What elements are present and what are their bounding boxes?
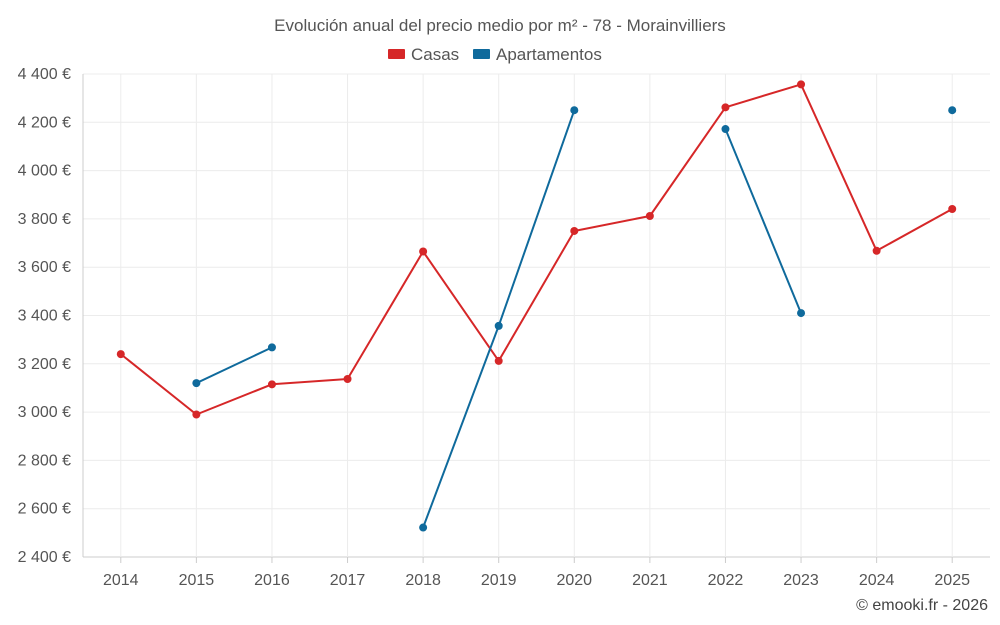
data-point-casas[interactable] xyxy=(948,204,957,213)
data-point-apartamentos[interactable] xyxy=(721,125,730,134)
x-tick-label: 2014 xyxy=(103,572,139,589)
y-tick-label: 3 600 € xyxy=(18,259,71,276)
y-tick-label: 2 400 € xyxy=(18,549,71,566)
data-point-casas[interactable] xyxy=(343,375,352,384)
data-point-casas[interactable] xyxy=(797,80,806,89)
axes: 2 400 € 2 600 € 2 800 € 3 000 € 3 200 € 3 400… xyxy=(18,66,970,589)
x-tick-label: 2023 xyxy=(783,572,819,589)
x-tick-label: 2024 xyxy=(859,572,895,589)
y-tick-label: 4 400 € xyxy=(18,66,71,83)
data-point-casas[interactable] xyxy=(721,103,730,112)
x-tick-label: 2016 xyxy=(254,572,290,589)
x-tick-label: 2015 xyxy=(179,572,215,589)
y-tick-label: 2 600 € xyxy=(18,501,71,518)
y-tick-label: 4 200 € xyxy=(18,114,71,131)
x-tick-label: 2021 xyxy=(632,572,668,589)
credit-text: © emooki.fr - 2026 xyxy=(856,597,988,614)
series-casas xyxy=(116,80,957,419)
data-point-casas[interactable] xyxy=(645,212,654,221)
series xyxy=(116,80,957,532)
x-tick-label: 2017 xyxy=(330,572,366,589)
y-tick-label: 3 400 € xyxy=(18,308,71,325)
y-tick-label: 3 200 € xyxy=(18,356,71,373)
data-point-casas[interactable] xyxy=(419,247,428,256)
chart-title: Evolución anual del precio medio por m² … xyxy=(274,16,726,35)
series-line-casas xyxy=(120,83,953,416)
data-point-casas[interactable] xyxy=(267,380,276,389)
y-tick-label: 3 000 € xyxy=(18,404,71,421)
data-point-apartamentos[interactable] xyxy=(570,106,579,115)
gridlines xyxy=(83,73,990,558)
data-point-casas[interactable] xyxy=(494,356,503,365)
series-line-apartamentos xyxy=(724,128,802,314)
x-tick-label: 2019 xyxy=(481,572,517,589)
data-point-casas[interactable] xyxy=(116,350,125,359)
data-point-apartamentos[interactable] xyxy=(267,343,276,352)
x-tick-label: 2025 xyxy=(934,572,970,589)
data-point-apartamentos[interactable] xyxy=(419,523,428,532)
data-point-apartamentos[interactable] xyxy=(797,309,806,318)
data-point-casas[interactable] xyxy=(192,410,201,419)
legend-swatch-casas xyxy=(388,49,405,59)
data-point-apartamentos[interactable] xyxy=(192,379,201,388)
series-line-apartamentos xyxy=(195,346,273,385)
legend: Casas Apartamentos xyxy=(388,45,602,64)
legend-label-apartamentos[interactable]: Apartamentos xyxy=(496,45,602,64)
series-apartamentos xyxy=(192,106,957,532)
data-point-casas[interactable] xyxy=(570,226,579,235)
data-point-casas[interactable] xyxy=(872,246,881,255)
x-tick-label: 2018 xyxy=(405,572,441,589)
y-tick-label: 2 800 € xyxy=(18,452,71,469)
y-tick-label: 4 000 € xyxy=(18,163,71,180)
data-point-apartamentos[interactable] xyxy=(494,321,503,330)
y-tick-label: 3 800 € xyxy=(18,211,71,228)
x-tick-label: 2022 xyxy=(708,572,744,589)
legend-swatch-apartamentos xyxy=(473,49,490,59)
legend-label-casas[interactable]: Casas xyxy=(411,45,459,64)
x-tick-label: 2020 xyxy=(556,572,592,589)
data-point-apartamentos[interactable] xyxy=(948,106,957,115)
